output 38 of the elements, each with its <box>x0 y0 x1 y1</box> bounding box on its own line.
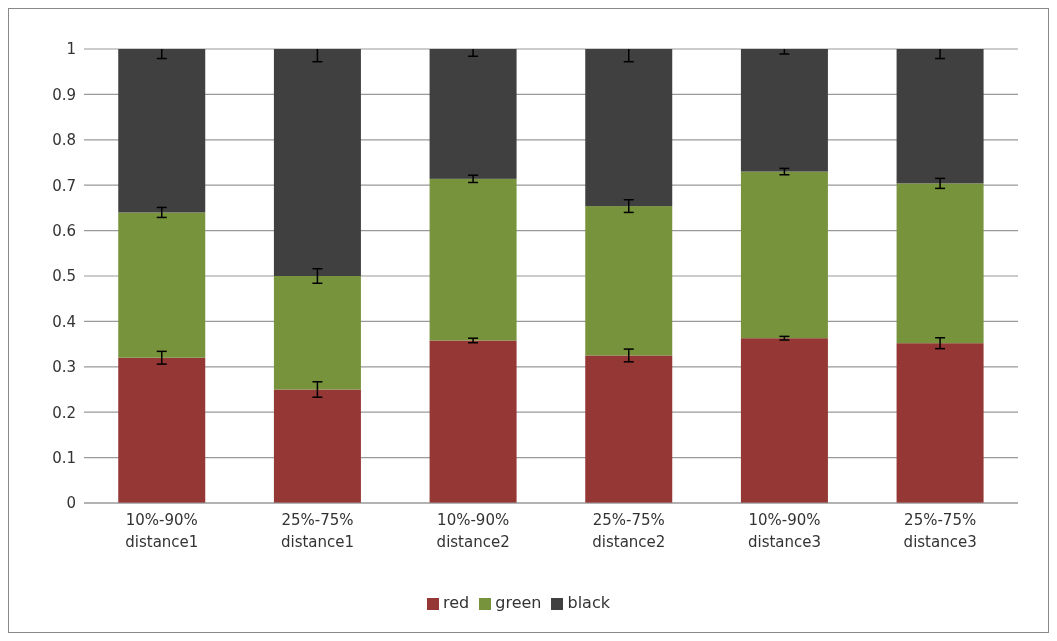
y-tick-label: 0.4 <box>52 312 76 331</box>
bar <box>585 49 673 207</box>
bar <box>118 49 206 213</box>
y-tick-label: 0.7 <box>52 176 76 195</box>
legend-label: black <box>567 593 610 612</box>
bar <box>896 183 984 344</box>
x-tick-label: 10%-90% distance1 <box>125 511 199 551</box>
legend-label: red <box>443 593 470 612</box>
bar <box>740 49 828 172</box>
bar <box>585 206 673 356</box>
y-tick-label: 0.6 <box>52 221 76 240</box>
bar <box>118 357 206 503</box>
y-tick-label: 0.9 <box>52 85 76 104</box>
y-tick-label: 1 <box>66 40 76 59</box>
bar <box>740 338 828 503</box>
bar <box>896 343 984 503</box>
y-tick-label: 0.3 <box>52 358 76 377</box>
y-tick-label: 0.2 <box>52 403 76 422</box>
bar <box>429 49 517 179</box>
bar <box>896 49 984 184</box>
y-tick-label: 0 <box>66 494 76 513</box>
x-tick-label: 10%-90% distance2 <box>436 511 510 551</box>
x-tick-label: 25%-75% distance3 <box>903 511 977 551</box>
bar <box>273 49 361 276</box>
bar <box>118 212 206 358</box>
bar <box>740 171 828 339</box>
x-tick-label: 25%-75% distance1 <box>280 511 355 551</box>
y-tick-label: 0.1 <box>52 448 76 467</box>
legend-label: green <box>495 593 542 612</box>
x-tick-label: 25%-75% distance2 <box>592 511 666 551</box>
bar <box>273 389 361 503</box>
y-tick-label: 0.8 <box>52 131 76 150</box>
bar <box>429 340 517 503</box>
bar <box>273 276 361 390</box>
bar <box>429 178 517 341</box>
bar <box>585 355 673 503</box>
y-tick-label: 0.5 <box>52 267 76 286</box>
x-tick-label: 10%-90% distance3 <box>747 511 822 551</box>
